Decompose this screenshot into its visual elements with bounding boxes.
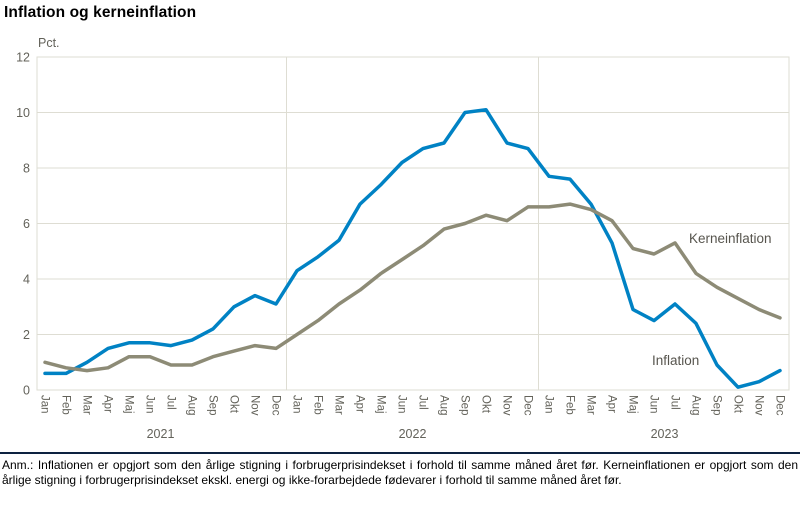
y-tick-label: 4 [23, 273, 30, 287]
x-tick-label: Okt [228, 395, 240, 414]
x-tick-label: Dec [270, 395, 282, 416]
x-tick-label: Jun [648, 395, 660, 414]
x-tick-label: Dec [774, 395, 786, 416]
x-tick-label: Mar [585, 395, 597, 415]
inflation-series-label: Inflation [652, 353, 699, 368]
footnote-text: Anm.: Inflationen er opgjort som den årl… [2, 458, 798, 487]
x-tick-label: Jan [39, 395, 51, 414]
y-tick-label: 10 [16, 106, 30, 120]
y-tick-label: 0 [23, 384, 30, 398]
x-tick-label: Apr [102, 395, 114, 413]
inflation-line [43, 107, 782, 389]
x-tick-label: Jan [543, 395, 555, 414]
x-tick-label: Jul [417, 395, 429, 410]
x-tick-label: Nov [753, 395, 765, 416]
x-tick-label: Feb [564, 395, 576, 415]
x-tick-label: Sep [207, 395, 219, 415]
axis-unit-label: Pct. [38, 36, 60, 50]
x-tick-label: Maj [123, 395, 135, 414]
plot-border [36, 56, 790, 391]
x-tick-label: Aug [186, 395, 198, 415]
x-tick-label: Nov [249, 395, 261, 416]
y-tick-label: 12 [16, 51, 30, 65]
x-tick-label: Okt [480, 395, 492, 414]
x-tick-label: Mar [81, 395, 93, 415]
x-tick-label: Jun [396, 395, 408, 414]
year-label: 2022 [399, 427, 427, 441]
chart-title: Inflation og kerneinflation [4, 4, 197, 21]
x-tick-label: Jan [291, 395, 303, 414]
x-tick-label: Nov [501, 395, 513, 416]
x-tick-label: Jul [669, 395, 681, 410]
x-tick-label: Apr [606, 395, 618, 413]
x-tick-label: Feb [312, 395, 324, 415]
x-tick-label: Maj [375, 395, 387, 414]
kerneinflation-series-label: Kerneinflation [689, 231, 772, 246]
x-tick-label: Jun [144, 395, 156, 414]
kerneinflation-line [43, 202, 782, 373]
x-tick-label: Apr [354, 395, 366, 413]
y-tick-label: 8 [23, 162, 30, 176]
y-tick-label: 6 [23, 217, 30, 231]
x-tick-label: Aug [438, 395, 450, 415]
x-tick-label: Feb [60, 395, 72, 415]
x-tick-label: Okt [732, 395, 744, 414]
x-tick-label: Dec [522, 395, 534, 416]
chart-canvas: 0 2 4 6 8 10 12 Pct. Jan Feb Mar Apr Maj Jun Jul Aug Sep… [16, 36, 790, 441]
x-tick-label: Maj [627, 395, 639, 414]
year-label: 2021 [147, 427, 175, 441]
year-label: 2023 [651, 427, 679, 441]
x-tick-label: Jul [165, 395, 177, 410]
x-tick-label: Aug [690, 395, 702, 415]
x-tick-label: Sep [459, 395, 471, 415]
x-tick-label: Mar [333, 395, 345, 415]
y-tick-label: 2 [23, 328, 30, 342]
footnote-divider [0, 452, 800, 454]
x-tick-label: Sep [711, 395, 723, 415]
